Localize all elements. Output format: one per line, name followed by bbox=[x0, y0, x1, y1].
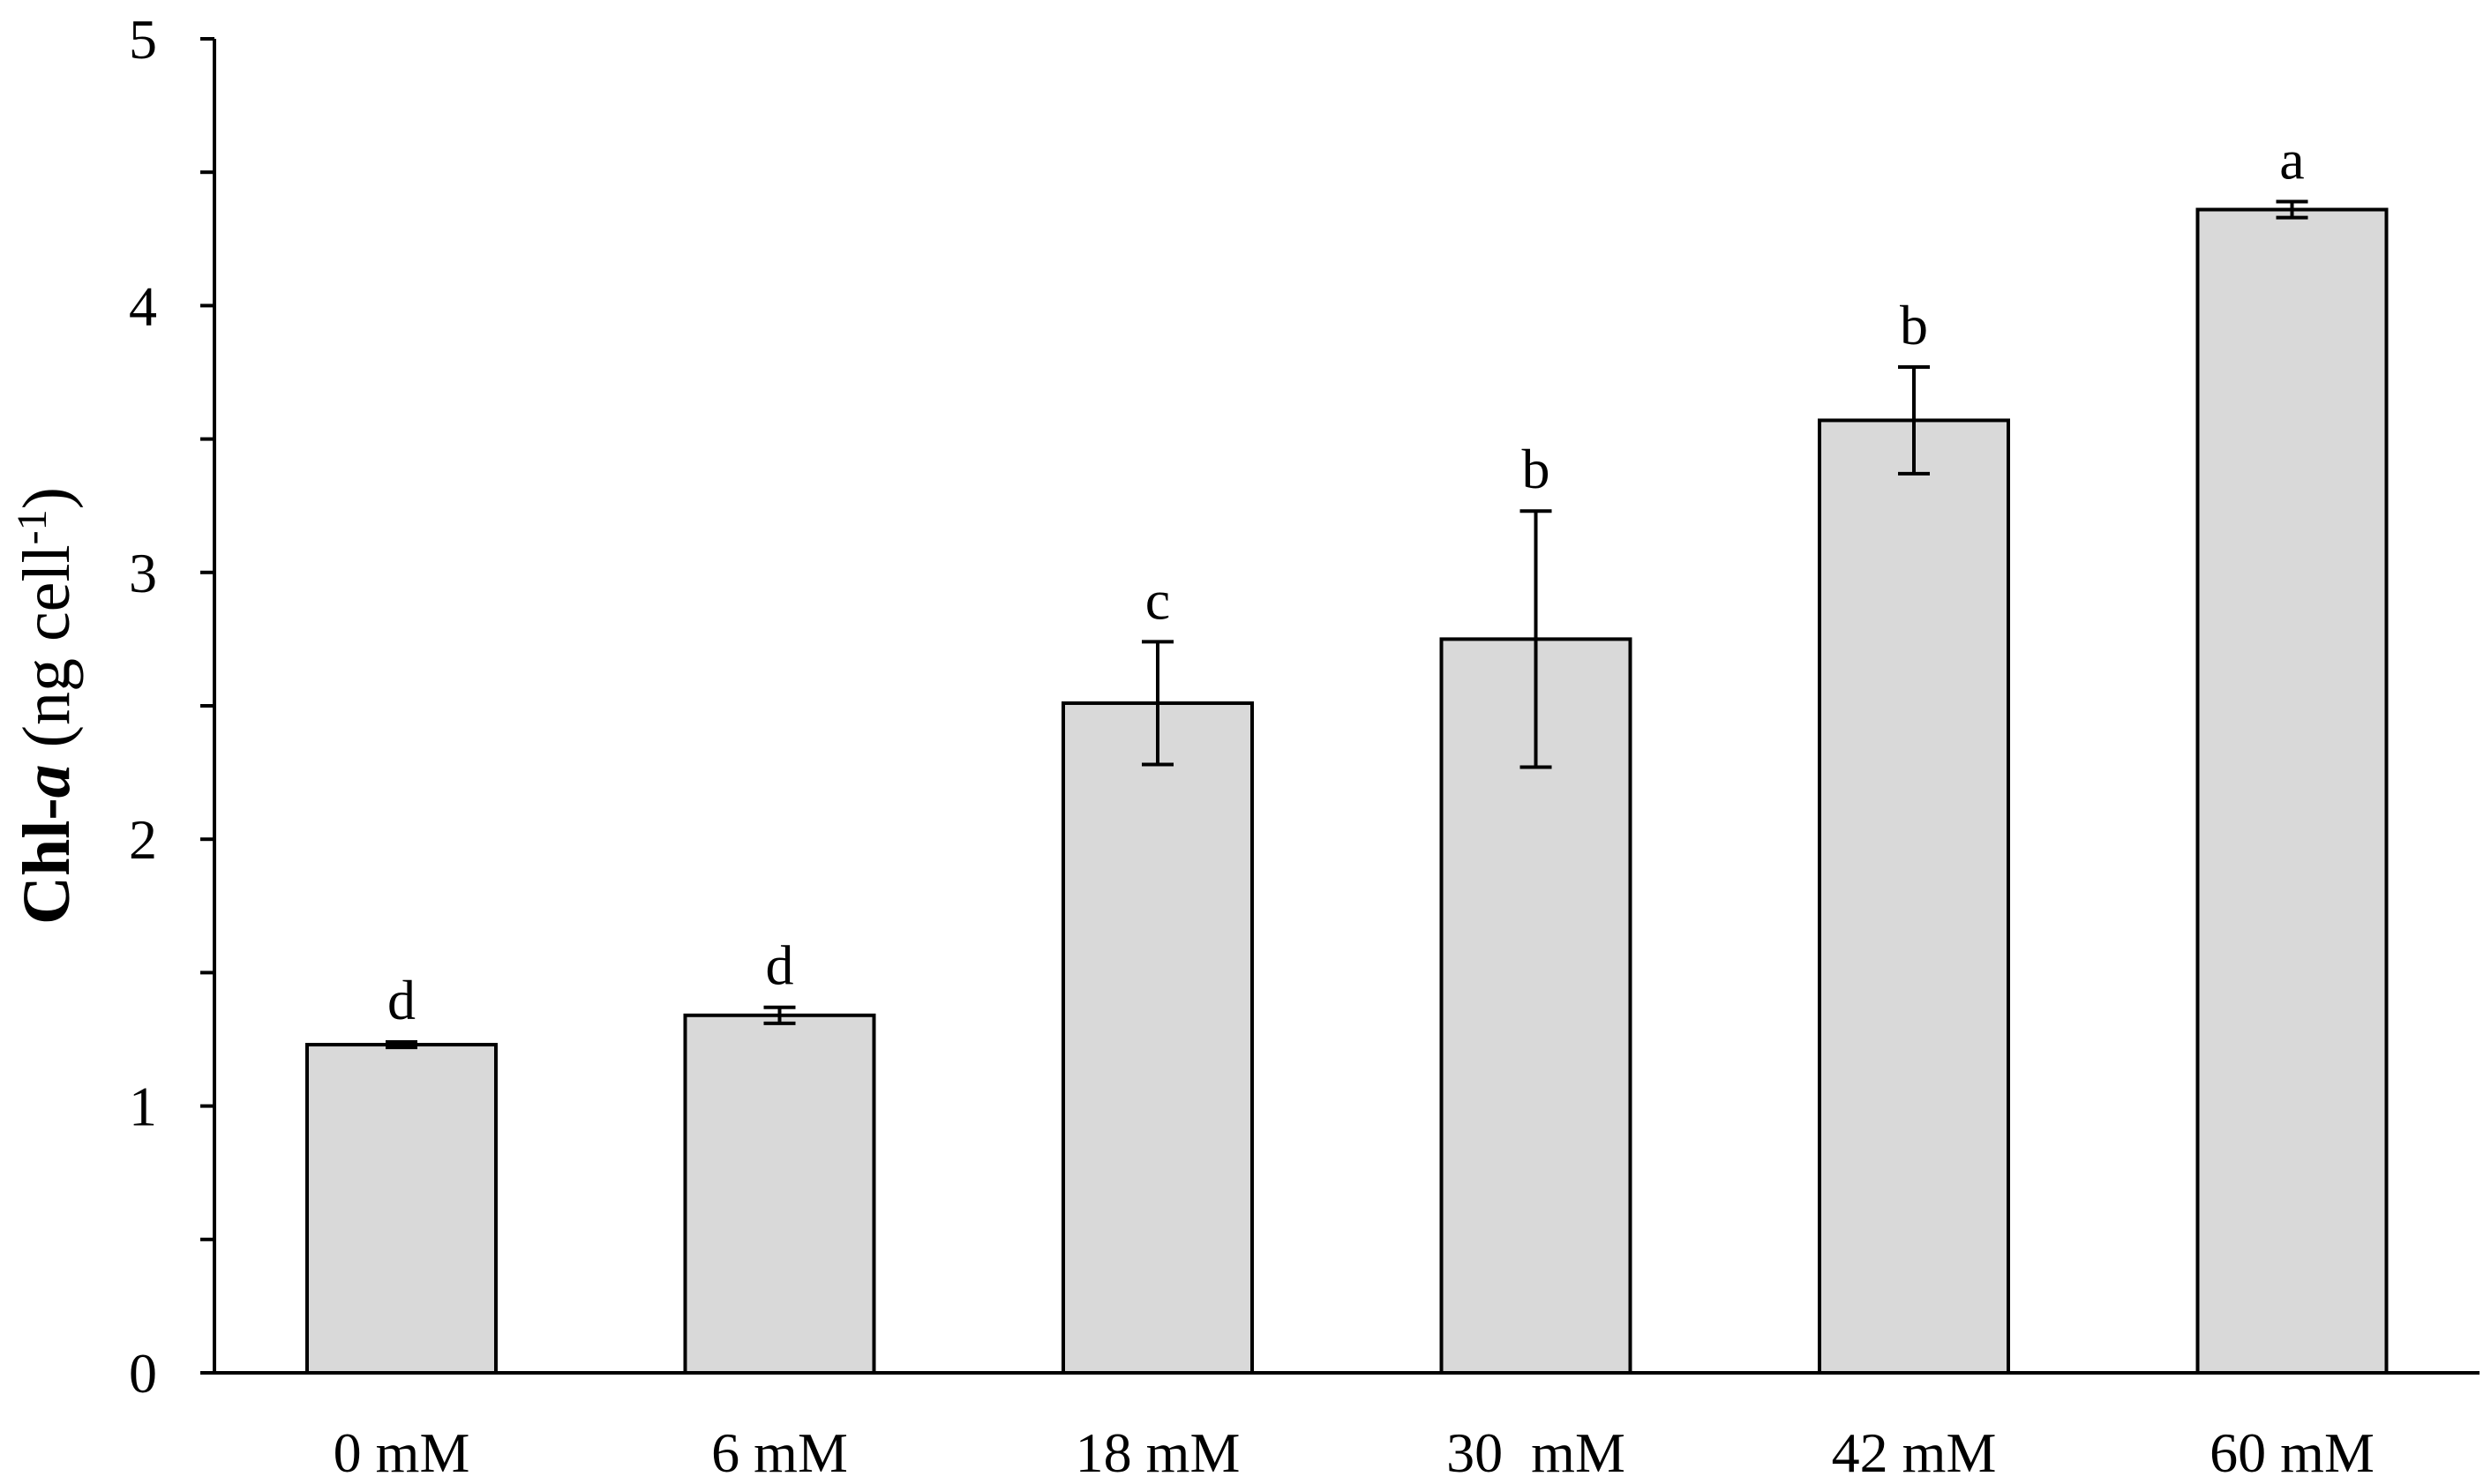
significance-label: a bbox=[2279, 128, 2304, 191]
y-tick-label: 4 bbox=[129, 274, 157, 337]
bars-group bbox=[305, 207, 2389, 1375]
y-tick-labels-group: 0 1 2 3 4 5 bbox=[129, 8, 157, 1405]
x-tick-label: 18 mM bbox=[1076, 1421, 1241, 1484]
significance-label: b bbox=[1522, 438, 1550, 500]
significance-label: d bbox=[766, 934, 794, 997]
bar bbox=[1062, 701, 1254, 1375]
y-axis-title: Chl-a (ng cell-1) bbox=[9, 487, 85, 925]
x-tick-label: 6 mM bbox=[711, 1421, 848, 1484]
significance-label: c bbox=[1145, 568, 1170, 631]
significance-label: d bbox=[387, 969, 416, 1031]
x-tick-label: 60 mM bbox=[2210, 1421, 2375, 1484]
y-axis-title-close: ) bbox=[10, 487, 84, 509]
x-tick-labels-group: 0 mM 6 mM 18 mM 30 mM 42 mM 60 mM bbox=[334, 1421, 2375, 1484]
y-tick-label: 5 bbox=[129, 8, 157, 71]
bar bbox=[1818, 418, 2010, 1375]
bar bbox=[2195, 207, 2389, 1375]
significance-labels-group: d d c b b a bbox=[387, 128, 2305, 1031]
y-tick-label: 2 bbox=[129, 808, 157, 871]
y-tick-label: 0 bbox=[129, 1342, 157, 1405]
axes-group bbox=[200, 37, 2480, 1375]
bar bbox=[683, 1013, 876, 1375]
y-axis-title-superscript: -1 bbox=[9, 509, 56, 544]
x-tick-label: 42 mM bbox=[1832, 1421, 1997, 1484]
y-axis-title-chl: Chl- bbox=[10, 798, 84, 925]
y-tick-label: 3 bbox=[129, 542, 157, 604]
y-axis-title-a: a bbox=[10, 764, 84, 798]
y-axis-label: Chl-a (ng cell-1) bbox=[9, 487, 85, 925]
significance-label: b bbox=[1900, 294, 1928, 356]
x-tick-label: 0 mM bbox=[334, 1421, 470, 1484]
y-axis-title-unit: (ng cell bbox=[10, 544, 84, 764]
bar bbox=[305, 1043, 498, 1375]
x-tick-label: 30 mM bbox=[1446, 1421, 1625, 1484]
error-bars-group bbox=[386, 199, 2308, 1050]
y-tick-label: 1 bbox=[129, 1076, 157, 1138]
